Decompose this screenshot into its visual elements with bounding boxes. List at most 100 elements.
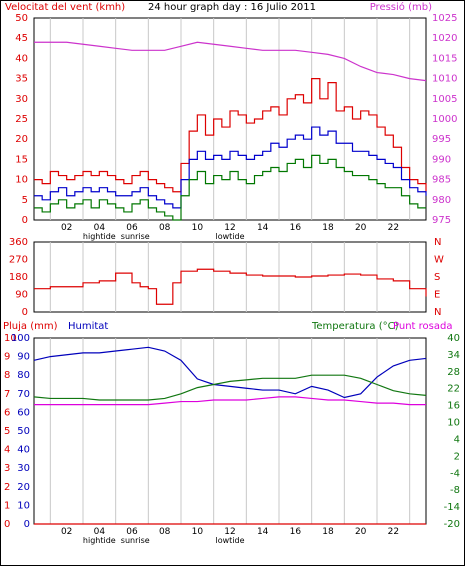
- rain-tick-label: 2: [4, 482, 10, 493]
- rain-tick-label: 5: [4, 426, 10, 437]
- wind-tick-label: 15: [15, 154, 28, 165]
- rain-axis-label: Pluja (mm): [3, 321, 58, 332]
- temperature-tick-label: 40: [447, 333, 460, 344]
- annotation-label: sunrise: [121, 232, 150, 241]
- series-humidity: [33, 346, 427, 399]
- humidity-tick-label: 30: [17, 463, 30, 474]
- wind-tick-label: 40: [15, 53, 28, 64]
- dewpoint-axis-label: Punt rosada: [393, 321, 452, 332]
- temperature-tick-label: -20: [444, 519, 460, 530]
- direction-tick-label: 270: [9, 255, 28, 266]
- humidity-tick-label: 70: [17, 389, 30, 400]
- wind-tick-label: 30: [15, 94, 28, 105]
- annotation-label: hightide: [83, 536, 116, 545]
- pressure-y-ticks: 975 980 985 990 995 1000 1005 1010 1015 1020 1025: [432, 13, 457, 226]
- pressure-axis-label: Pressió (mb): [370, 1, 432, 13]
- rain-tick-label: 1: [4, 500, 10, 511]
- rain-tick-label: 0: [4, 519, 10, 530]
- direction-tick-label: 0: [22, 307, 28, 318]
- rain-tick-label: 7: [4, 389, 10, 400]
- annotation-label: lowtide: [215, 232, 244, 241]
- rain-tick-label: 8: [4, 370, 10, 381]
- pressure-tick-label: 995: [432, 134, 451, 145]
- direction-grid: [49, 242, 411, 312]
- direction-y-ticks: 0 90 180 270 360: [9, 237, 28, 318]
- compass-label: E: [434, 290, 440, 301]
- pressure-tick-label: 1000: [432, 114, 457, 125]
- x-tick-label: 14: [257, 527, 269, 537]
- x-tick-label: 12: [224, 527, 235, 537]
- temperature-tick-label: -8: [450, 485, 460, 496]
- x-tick-label: 22: [388, 527, 399, 537]
- humidity-tick-label: 50: [17, 426, 30, 437]
- rain-tick-label: 10: [4, 333, 17, 344]
- humidity-tick-label: 20: [17, 482, 30, 493]
- x-tick-label: 06: [126, 527, 138, 537]
- x-tick-label: 18: [322, 223, 334, 233]
- humidity-tick-label: 100: [11, 333, 30, 344]
- x-tick-label: 22: [388, 223, 399, 233]
- chart-title: 24 hour graph day : 16 Julio 2011: [148, 2, 316, 13]
- pressure-tick-label: 990: [432, 154, 451, 165]
- wind-series: [34, 41, 427, 221]
- direction-tick-label: 180: [9, 272, 28, 283]
- temperature-tick-label: -14: [444, 502, 460, 513]
- wind-tick-label: 20: [15, 134, 28, 145]
- pressure-tick-label: 975: [432, 215, 451, 226]
- series-dewpoint: [34, 396, 426, 406]
- annotation-label: lowtide: [215, 536, 244, 545]
- wind-pressure-panel: Velocitat del vent (kmh) 24 hour graph d…: [5, 1, 457, 241]
- x-tick-label: 16: [290, 223, 302, 233]
- temperature-tick-label: 28: [447, 367, 460, 378]
- temperature-tick-label: 16: [447, 401, 460, 412]
- x-tick-label: 18: [322, 527, 334, 537]
- humidity-tick-label: 10: [17, 500, 30, 511]
- humidity-grid: [49, 338, 411, 524]
- pressure-tick-label: 980: [432, 195, 451, 206]
- compass-label: N: [434, 237, 441, 248]
- humidity-series: [33, 346, 427, 525]
- x-tick-label: 02: [61, 527, 72, 537]
- x-tick-label: 08: [159, 527, 171, 537]
- humidity-tick-label: 90: [17, 352, 30, 363]
- x-tick-label: 04: [94, 223, 106, 233]
- series-wind_dir: [34, 268, 427, 305]
- pressure-tick-label: 1010: [432, 74, 457, 85]
- pressure-tick-label: 1025: [432, 13, 457, 24]
- series-temperature: [33, 374, 427, 401]
- series-wind_min: [34, 154, 426, 221]
- humidity-tick-label: 40: [17, 445, 30, 456]
- pressure-tick-label: 1015: [432, 53, 457, 64]
- x-tick-label: 10: [192, 527, 204, 537]
- wind-y-ticks: 0 5 10 15 20 25 30 35 40 45 50: [15, 13, 28, 226]
- x-tick-label: 14: [257, 223, 269, 233]
- humidity-tick-label: 60: [17, 407, 30, 418]
- x-tick-label: 10: [192, 223, 204, 233]
- direction-tick-label: 360: [9, 237, 28, 248]
- x-tick-label: 04: [94, 527, 106, 537]
- temperature-y-ticks: -20 -14 -8 -4 2 4 10 16 22 28 34 40: [444, 333, 460, 530]
- temperature-tick-label: 4: [454, 434, 460, 445]
- x-tick-label: 06: [126, 223, 138, 233]
- humidity-axis-label: Humitat: [68, 321, 108, 332]
- annotation-label: hightide: [83, 232, 116, 241]
- series-wind_avg: [34, 126, 427, 209]
- wind-tick-label: 35: [15, 74, 28, 85]
- x-tick-label: 20: [355, 223, 367, 233]
- temperature-tick-label: 22: [447, 384, 460, 395]
- temperature-tick-label: 34: [447, 350, 460, 361]
- temperature-axis-label: Temperatura (°C): [311, 321, 399, 332]
- wind-plot-frame: [33, 17, 427, 221]
- temperature-tick-label: 2: [454, 451, 460, 462]
- humidity-temperature-panel: Pluja (mm) Humitat Temperatura (°C) Punt…: [3, 321, 460, 545]
- humidity-tick-label: 80: [17, 370, 30, 381]
- pressure-tick-label: 1005: [432, 94, 457, 105]
- compass-label: S: [434, 272, 440, 283]
- series-wind_gust: [34, 78, 427, 193]
- pressure-tick-label: 985: [432, 175, 451, 186]
